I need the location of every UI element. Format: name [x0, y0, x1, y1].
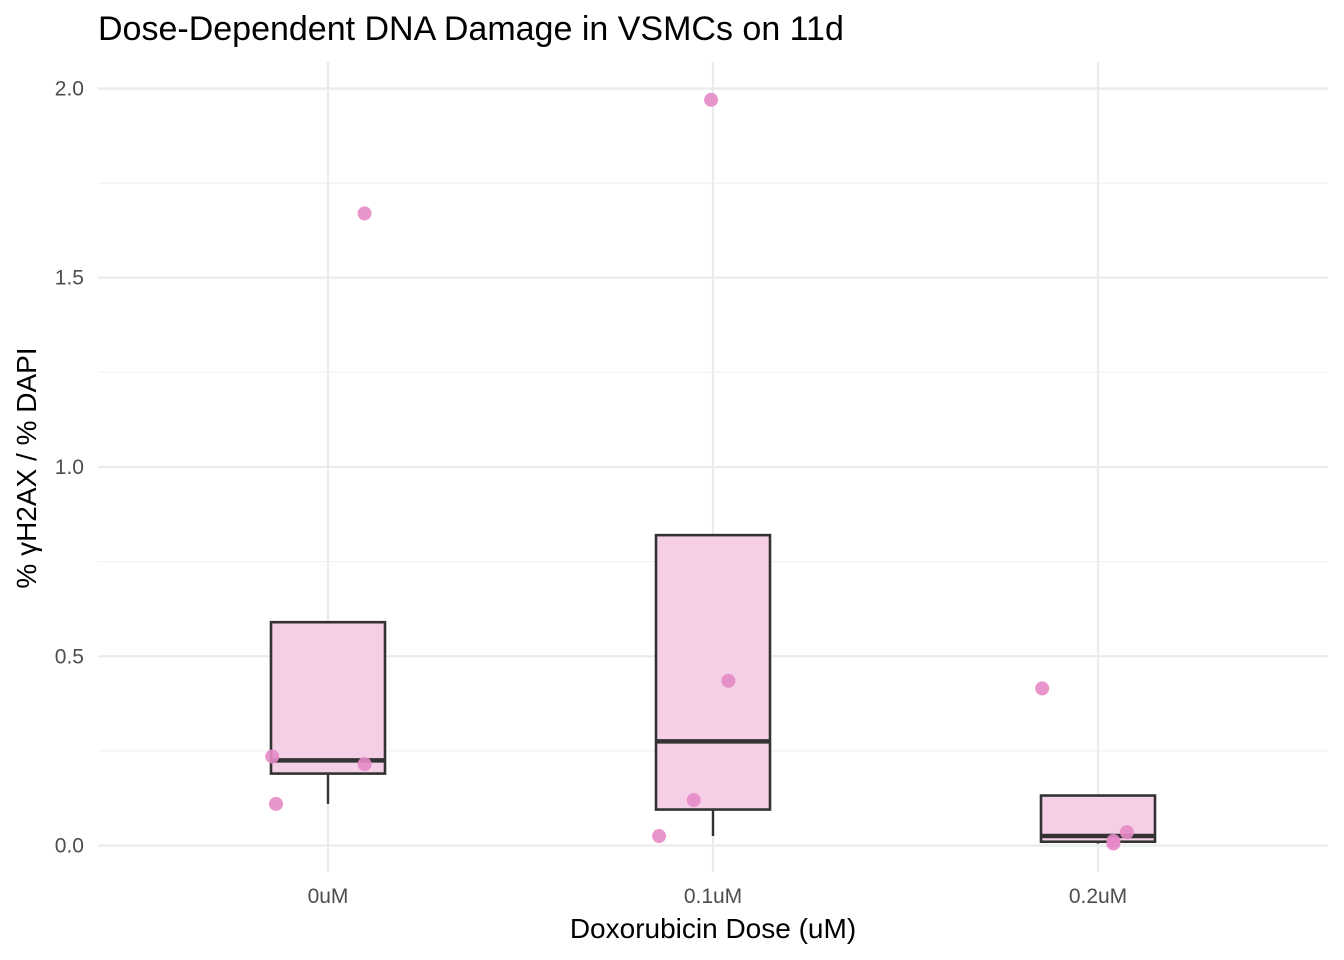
box-0uM — [269, 620, 387, 804]
box-series — [269, 533, 1157, 844]
y-axis-title: % γH2AX / % DAPI — [11, 347, 42, 588]
x-axis-title: Doxorubicin Dose (uM) — [570, 913, 856, 944]
y-tick-label: 0.0 — [55, 835, 84, 858]
y-tick-label: 1.0 — [55, 456, 84, 479]
data-point — [652, 829, 667, 844]
y-tick-label: 0.5 — [55, 645, 84, 668]
x-tick-label: 0uM — [308, 885, 349, 908]
data-point — [1119, 825, 1134, 840]
box-iqr — [654, 533, 772, 811]
box-iqr — [269, 620, 387, 775]
x-axis-ticks: 0uM 0.1uM 0.2uM — [308, 885, 1128, 908]
chart-title: Dose-Dependent DNA Damage in VSMCs on 11… — [98, 10, 844, 48]
data-point — [1106, 836, 1121, 851]
y-tick-label: 1.5 — [55, 267, 84, 290]
x-tick-label: 0.2uM — [1069, 885, 1127, 908]
data-point — [265, 749, 280, 764]
data-point — [357, 757, 372, 772]
data-points — [265, 92, 1134, 851]
y-tick-label: 2.0 — [55, 77, 84, 100]
data-point — [269, 796, 284, 811]
data-point — [686, 793, 701, 808]
data-point — [704, 92, 719, 107]
data-point — [721, 673, 736, 688]
data-point — [1035, 681, 1050, 696]
x-tick-label: 0.1uM — [684, 885, 742, 908]
data-point — [357, 206, 372, 221]
box-0.2uM — [1039, 794, 1157, 844]
box-0.1uM — [654, 533, 772, 837]
y-axis-ticks: 0.0 0.5 1.0 1.5 2.0 — [55, 77, 84, 857]
